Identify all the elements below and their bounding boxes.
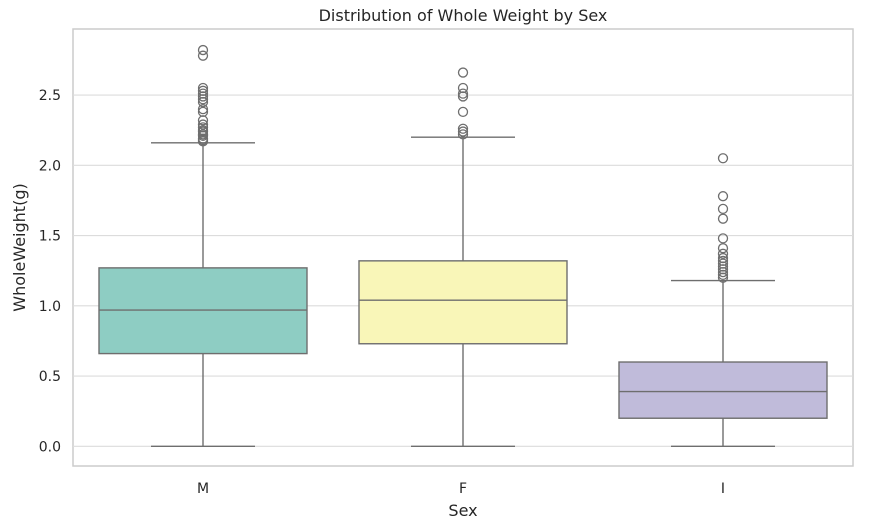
outlier-point: [457, 123, 469, 134]
outlier-point: [717, 255, 729, 266]
x-tick-label: I: [721, 481, 725, 497]
outlier-point: [457, 129, 469, 140]
outlier-point: [197, 103, 209, 115]
x-tick-label: M: [197, 481, 209, 497]
chart-title: Distribution of Whole Weight by Sex: [319, 6, 608, 25]
y-tick-label: 1.0: [39, 299, 61, 315]
outlier-point: [197, 88, 209, 99]
outlier-point: [717, 213, 729, 224]
outlier-point: [197, 129, 209, 140]
x-axis-label: Sex: [448, 501, 477, 520]
outlier-point: [197, 122, 209, 133]
outlier-point: [717, 233, 729, 244]
boxes: [98, 44, 828, 448]
outlier-point: [717, 191, 729, 202]
outlier-point: [197, 119, 209, 130]
outlier-point: [197, 125, 209, 136]
outlier-point: [197, 50, 209, 61]
outlier-point: [717, 203, 729, 215]
y-tick-label: 0.5: [39, 369, 61, 385]
y-tick-label: 1.5: [39, 229, 61, 245]
y-tick-label: 2.5: [39, 88, 61, 104]
box-body: [98, 267, 308, 355]
outlier-point: [457, 88, 469, 99]
y-tick-label: 0.0: [39, 439, 61, 455]
box-body: [618, 361, 828, 419]
outlier-point: [457, 106, 469, 118]
outlier-point: [457, 82, 469, 94]
outlier-point: [717, 252, 729, 264]
y-tick-label: 2.0: [39, 158, 61, 174]
outlier-point: [717, 153, 729, 164]
outlier-point: [197, 82, 209, 94]
x-tick-label: F: [459, 481, 467, 497]
outlier-point: [717, 258, 729, 269]
outlier-point: [197, 106, 209, 118]
outlier-point: [717, 243, 729, 254]
outlier-point: [197, 44, 209, 56]
outlier-point: [717, 248, 729, 259]
outlier-point: [457, 126, 469, 137]
box-M: [98, 44, 308, 448]
box-F: [358, 67, 568, 448]
outlier-point: [197, 85, 209, 96]
y-axis-label: WholeWeight(g): [10, 183, 29, 311]
box-body: [358, 260, 568, 345]
y-tick-labels: 0.0 0.5 1.0 1.5 2.0 2.5: [39, 88, 61, 455]
box-I: [618, 153, 828, 448]
outlier-point: [457, 67, 469, 78]
